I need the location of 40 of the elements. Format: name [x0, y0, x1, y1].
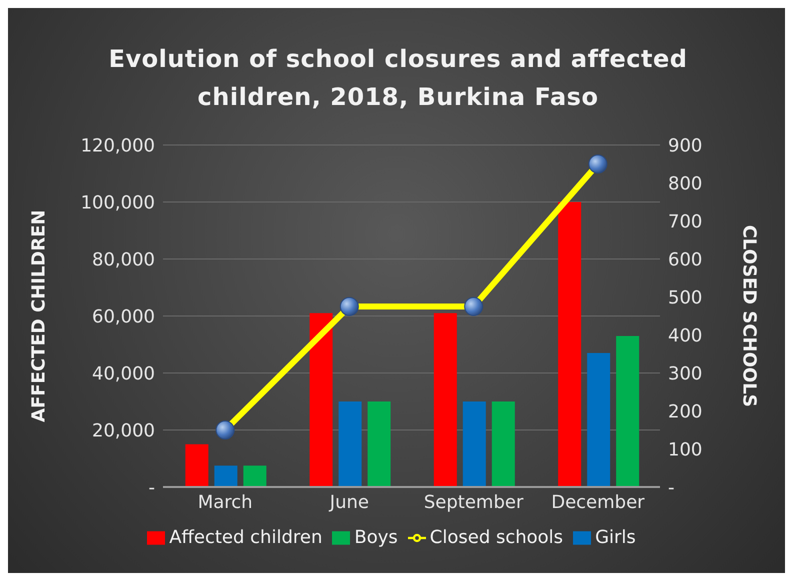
y2-tick-label: 300	[668, 363, 702, 384]
y-tick-label: 60,000	[92, 306, 155, 328]
y-tick-label: -	[148, 477, 155, 498]
legend-label: Closed schools	[430, 527, 564, 548]
y2-tick-label: 400	[668, 325, 702, 346]
legend-label: Girls	[595, 527, 636, 548]
bar	[587, 353, 610, 487]
y2-tick-label: 200	[668, 401, 702, 422]
y-tick-label: 100,000	[80, 192, 155, 214]
y2-tick-label: 100	[668, 439, 702, 460]
x-tick-label: September	[424, 492, 524, 513]
bar	[434, 313, 457, 487]
bar	[338, 402, 362, 487]
y-tick-label: 40,000	[92, 363, 155, 384]
x-tick-label: March	[198, 492, 253, 513]
bar	[310, 313, 333, 487]
y-tick-label: 20,000	[92, 420, 155, 442]
x-tick-label: December	[551, 492, 646, 513]
x-tick-label: June	[328, 492, 369, 513]
bar	[462, 402, 486, 487]
y2-tick-label: 500	[668, 287, 702, 308]
y2-tick-label: 800	[668, 173, 702, 194]
bar	[616, 336, 640, 487]
y-axis-title: AFFECTED CHILDREN	[28, 210, 50, 422]
bar	[243, 466, 266, 487]
bar	[214, 466, 238, 487]
bar	[368, 402, 391, 487]
bar	[185, 444, 208, 487]
y2-axis-title: CLOSED SCHOOLS	[738, 224, 760, 408]
bar	[492, 402, 515, 487]
bar	[558, 202, 582, 487]
y2-tick-label: 600	[668, 249, 702, 270]
y-tick-label: 80,000	[92, 249, 155, 270]
y-tick-label: 120,000	[80, 135, 155, 156]
y2-tick-label: 900	[668, 135, 702, 156]
chart-title: Evolution of school closures and affected children, 2018, Burkina Faso	[108, 44, 688, 113]
legend-label: Affected children	[169, 527, 322, 548]
legend-label: Boys	[354, 527, 398, 548]
y2-tick-label: 700	[668, 211, 702, 232]
y2-tick-label: -	[668, 477, 674, 498]
